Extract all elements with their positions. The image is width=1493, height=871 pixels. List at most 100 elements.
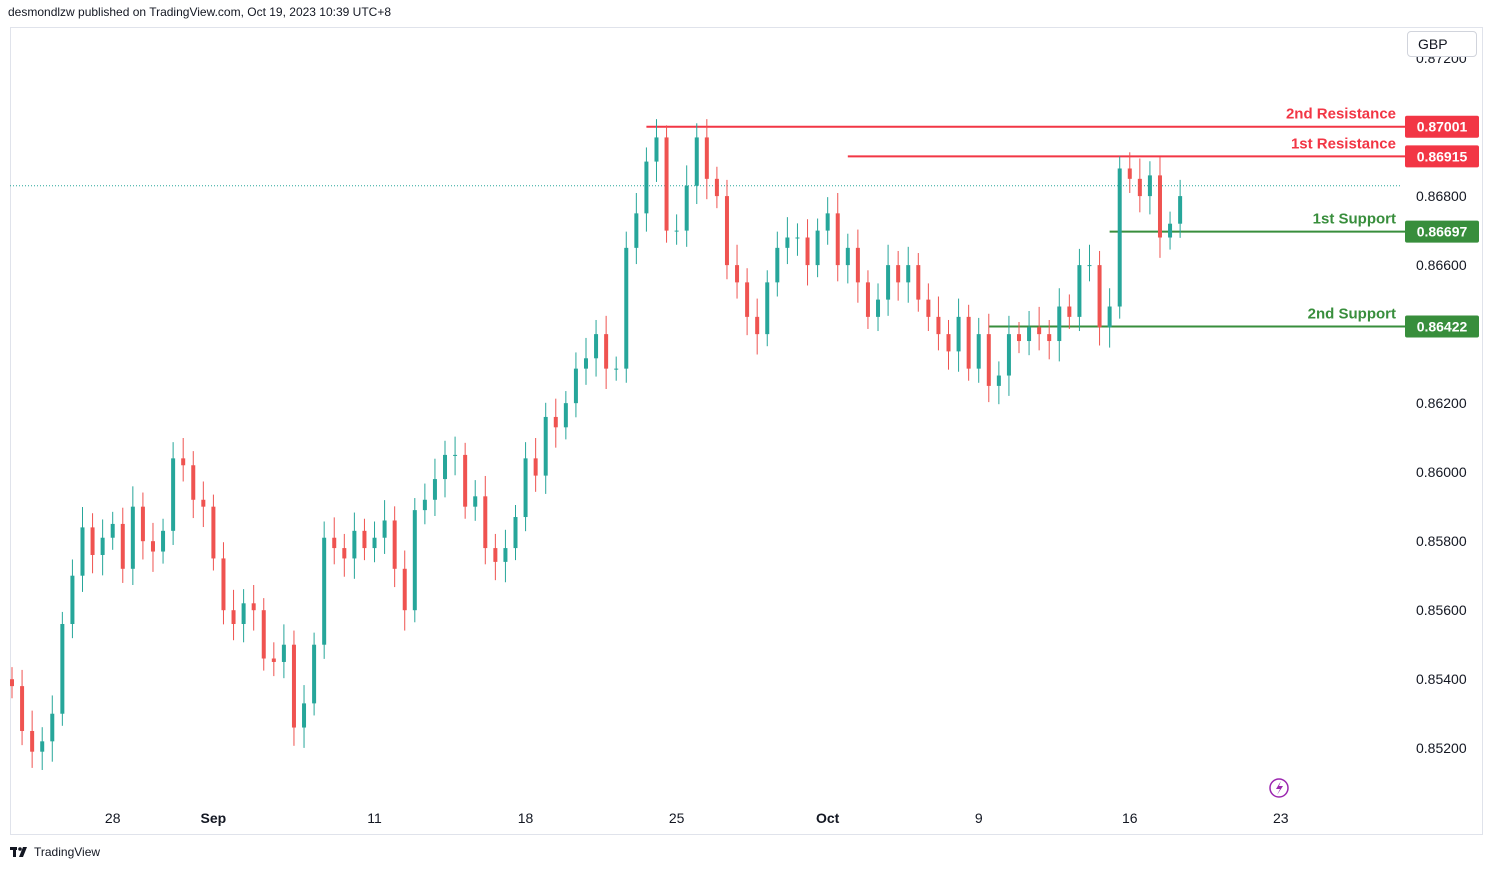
candle	[714, 166, 719, 209]
price-tick-label: 0.86600	[1416, 257, 1467, 273]
candle-body	[755, 316, 760, 335]
time-tick-label: 28	[105, 810, 121, 826]
candle	[392, 506, 397, 588]
1st-resistance-label: 1st Resistance	[1291, 135, 1396, 152]
candle-body	[362, 530, 367, 549]
candle	[825, 197, 830, 245]
candle-body	[583, 358, 588, 369]
candle	[150, 522, 155, 572]
candle-body	[352, 530, 357, 559]
candle	[835, 192, 840, 282]
candle	[60, 611, 65, 726]
candle-body	[1027, 327, 1032, 342]
candle	[352, 512, 357, 579]
candle	[906, 246, 911, 303]
candle-body	[291, 644, 296, 728]
candle-body	[735, 265, 740, 283]
candle	[724, 179, 729, 280]
candle-body	[1137, 178, 1142, 197]
candle-body	[251, 603, 256, 611]
candle	[1127, 152, 1132, 193]
candle	[523, 442, 528, 532]
candle-body	[1168, 223, 1173, 238]
candle	[140, 492, 145, 560]
candle	[332, 517, 337, 565]
candle-body	[261, 610, 266, 659]
candle	[1037, 306, 1042, 351]
candle	[1087, 244, 1092, 282]
candle	[604, 315, 609, 389]
candle	[946, 319, 951, 370]
candle-body	[594, 334, 599, 359]
2nd-support-label: 2nd Support	[1308, 306, 1396, 323]
candle-body	[201, 499, 206, 507]
time-tick-label: 16	[1122, 810, 1138, 826]
candle-body	[533, 458, 538, 476]
candle-body	[1067, 306, 1072, 317]
candle-body	[573, 368, 578, 404]
price-tick-label: 0.85400	[1416, 671, 1467, 687]
candle	[80, 507, 85, 592]
candle-body	[805, 237, 810, 266]
candle-body	[886, 265, 891, 300]
candle-body	[563, 403, 568, 428]
price-tick-label: 0.85200	[1416, 740, 1467, 756]
candle	[110, 511, 115, 550]
level-tags-layer: 0.87001 0.86915 0.86697 0.86422	[1405, 115, 1479, 338]
candle	[1006, 315, 1011, 396]
candle-body	[946, 334, 951, 352]
candle	[865, 270, 870, 329]
candle	[271, 642, 276, 677]
candle-body	[443, 454, 448, 480]
candle	[1178, 179, 1183, 238]
candle-body	[1107, 306, 1112, 328]
candle-body	[936, 316, 941, 335]
candle-body	[1127, 168, 1132, 179]
candle	[845, 233, 850, 284]
candle	[191, 451, 196, 519]
footer-brand[interactable]: TradingView	[10, 845, 100, 859]
chart-frame	[10, 27, 1483, 835]
candle-body	[1037, 327, 1042, 335]
candle-body	[825, 213, 830, 231]
candle-body	[422, 499, 427, 511]
candle	[261, 598, 266, 671]
candle	[1117, 156, 1122, 319]
candle-body	[241, 603, 246, 625]
candle	[1017, 322, 1021, 354]
candle	[30, 710, 35, 768]
candle	[443, 440, 448, 498]
price-tick-label: 0.86000	[1416, 464, 1467, 480]
candle-body	[20, 686, 25, 731]
candle-body	[785, 237, 790, 248]
candle	[704, 119, 709, 200]
candle	[302, 685, 307, 748]
candle-body	[1047, 334, 1052, 342]
candle-body	[140, 506, 145, 542]
price-tick-label: 0.85600	[1416, 602, 1467, 618]
candle-body	[181, 458, 186, 466]
time-tick-label: Oct	[816, 810, 840, 826]
candle	[936, 296, 941, 351]
candle-body	[412, 510, 417, 611]
currency-button[interactable]: GBP	[1407, 31, 1477, 57]
candle	[795, 223, 800, 256]
candle-body	[634, 213, 639, 248]
candle-body	[120, 523, 125, 569]
flash-icon[interactable]	[1269, 778, 1289, 798]
candle	[694, 123, 699, 205]
candle-body	[302, 703, 307, 728]
candle	[1137, 158, 1142, 213]
candle	[422, 483, 427, 525]
candle-body	[543, 416, 548, 476]
publisher-line: desmondlzw published on TradingView.com,…	[8, 5, 392, 19]
candle-body	[1157, 175, 1162, 238]
candle-body	[90, 527, 95, 555]
candle	[181, 438, 186, 482]
candle-body	[483, 496, 488, 549]
candle	[322, 521, 327, 659]
candle	[241, 589, 246, 643]
candle-body	[966, 316, 971, 369]
candle-body	[70, 575, 75, 625]
